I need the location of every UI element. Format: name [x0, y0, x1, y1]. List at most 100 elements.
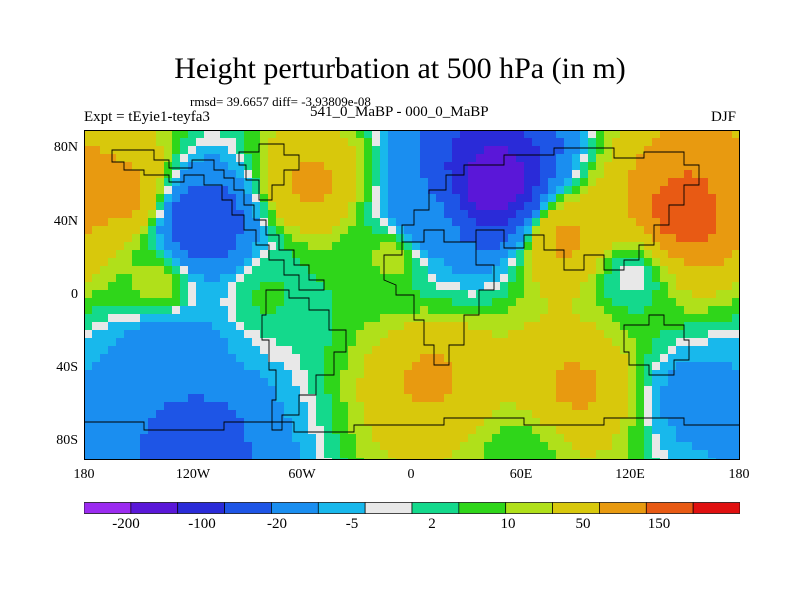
field-cell	[324, 298, 333, 307]
field-cell	[644, 410, 653, 419]
field-cell	[572, 194, 581, 203]
field-cell	[556, 282, 565, 291]
field-cell	[556, 346, 565, 355]
field-cell	[684, 418, 693, 427]
field-cell	[148, 354, 157, 363]
field-cell	[556, 266, 565, 275]
field-cell	[212, 282, 221, 291]
field-cell	[460, 378, 469, 387]
field-cell	[260, 266, 269, 275]
field-cell	[388, 442, 397, 451]
field-cell	[124, 338, 133, 347]
field-cell	[116, 202, 125, 211]
field-cell	[220, 354, 229, 363]
field-cell	[468, 346, 477, 355]
field-cell	[428, 282, 437, 291]
field-cell	[708, 282, 717, 291]
field-cell	[684, 306, 693, 315]
field-cell	[180, 130, 189, 139]
field-cell	[332, 442, 341, 451]
field-cell	[284, 258, 293, 267]
field-cell	[228, 194, 237, 203]
field-cell	[436, 378, 445, 387]
field-cell	[716, 450, 725, 459]
field-cell	[292, 234, 301, 243]
field-cell	[708, 354, 717, 363]
field-cell	[308, 378, 317, 387]
field-cell	[572, 258, 581, 267]
field-cell	[156, 178, 165, 187]
field-cell	[700, 226, 709, 235]
field-cell	[492, 154, 501, 163]
field-cell	[700, 434, 709, 443]
field-cell	[500, 434, 509, 443]
field-cell	[708, 234, 717, 243]
field-cell	[724, 290, 733, 299]
field-cell	[396, 370, 405, 379]
field-cell	[220, 386, 229, 395]
field-cell	[316, 378, 325, 387]
field-cell	[484, 450, 493, 459]
field-cell	[284, 394, 293, 403]
field-cell	[316, 234, 325, 243]
field-cell	[508, 346, 517, 355]
field-cell	[700, 162, 709, 171]
field-cell	[604, 170, 613, 179]
field-cell	[468, 266, 477, 275]
field-cell	[412, 306, 421, 315]
field-cell	[420, 138, 429, 147]
field-cell	[84, 282, 93, 291]
field-cell	[476, 338, 485, 347]
field-cell	[380, 418, 389, 427]
field-cell	[484, 370, 493, 379]
field-cell	[532, 442, 541, 451]
field-cell	[148, 450, 157, 459]
field-cell	[500, 418, 509, 427]
field-cell	[724, 394, 733, 403]
field-cell	[636, 274, 645, 283]
field-cell	[436, 418, 445, 427]
field-cell	[388, 202, 397, 211]
field-cell	[404, 410, 413, 419]
field-cell	[516, 162, 525, 171]
field-cell	[140, 314, 149, 323]
field-cell	[436, 394, 445, 403]
field-cell	[212, 250, 221, 259]
field-cell	[156, 194, 165, 203]
lon-tick-label: 60E	[509, 467, 533, 482]
field-cell	[164, 170, 173, 179]
field-cell	[180, 298, 189, 307]
field-cell	[308, 202, 317, 211]
field-cell	[388, 170, 397, 179]
field-cell	[652, 306, 661, 315]
field-cell	[332, 138, 341, 147]
field-cell	[604, 322, 613, 331]
field-cell	[132, 450, 141, 459]
field-cell	[644, 346, 653, 355]
field-cell	[652, 322, 661, 331]
field-cell	[180, 322, 189, 331]
field-cell	[204, 306, 213, 315]
field-cell	[588, 234, 597, 243]
field-cell	[172, 194, 181, 203]
field-cell	[332, 162, 341, 171]
field-cell	[460, 274, 469, 283]
field-cell	[660, 426, 669, 435]
field-cell	[372, 194, 381, 203]
field-cell	[476, 322, 485, 331]
field-cell	[116, 282, 125, 291]
field-cell	[340, 410, 349, 419]
field-cell	[340, 330, 349, 339]
field-cell	[516, 338, 525, 347]
field-cell	[364, 138, 373, 147]
field-cell	[340, 378, 349, 387]
field-cell	[300, 146, 309, 155]
field-cell	[132, 346, 141, 355]
field-cell	[484, 218, 493, 227]
field-cell	[252, 450, 261, 459]
field-cell	[428, 370, 437, 379]
field-cell	[412, 162, 421, 171]
field-cell	[612, 450, 621, 459]
field-cell	[124, 290, 133, 299]
field-cell	[92, 314, 101, 323]
